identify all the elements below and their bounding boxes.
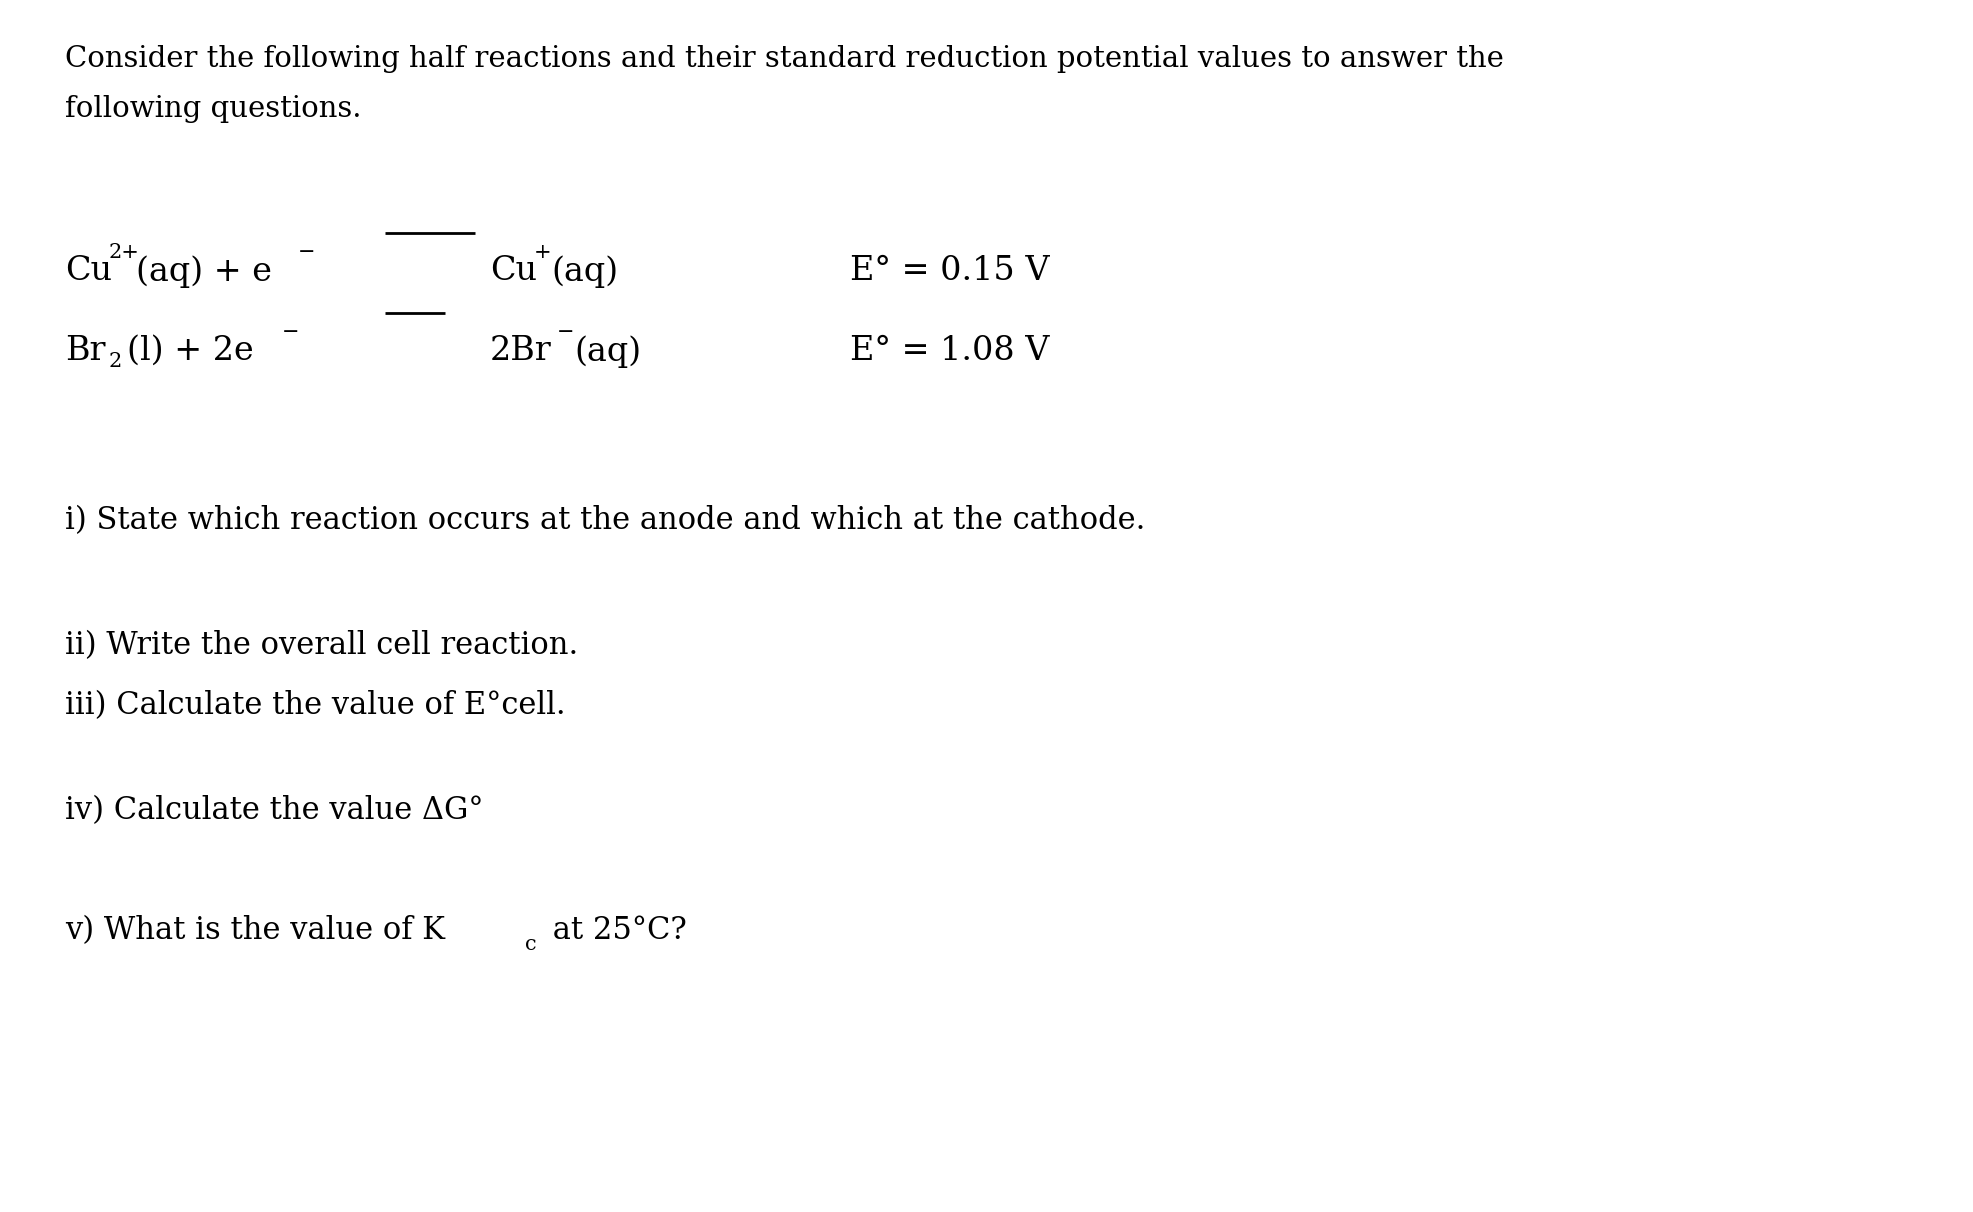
Text: (aq): (aq) — [550, 255, 618, 287]
Text: iv) Calculate the value ΔG°: iv) Calculate the value ΔG° — [65, 795, 483, 827]
Text: v) What is the value of K: v) What is the value of K — [65, 915, 444, 947]
Text: (l) + 2e: (l) + 2e — [126, 335, 255, 367]
Text: E° = 0.15 V: E° = 0.15 V — [850, 255, 1050, 287]
Text: −: − — [298, 242, 316, 262]
Text: i) State which reaction occurs at the anode and which at the cathode.: i) State which reaction occurs at the an… — [65, 505, 1144, 536]
Text: Consider the following half reactions and their standard reduction potential val: Consider the following half reactions an… — [65, 45, 1503, 73]
Text: at 25°C?: at 25°C? — [543, 915, 687, 947]
Text: 2+: 2+ — [109, 242, 140, 262]
Text: (aq): (aq) — [574, 335, 641, 367]
Text: E° = 1.08 V: E° = 1.08 V — [850, 335, 1050, 367]
Text: −: − — [556, 324, 574, 342]
Text: Br: Br — [65, 335, 105, 367]
Text: (aq) + e: (aq) + e — [136, 255, 272, 287]
Text: 2Br: 2Br — [489, 335, 552, 367]
Text: 2: 2 — [109, 351, 122, 371]
Text: ii) Write the overall cell reaction.: ii) Write the overall cell reaction. — [65, 630, 578, 661]
Text: following questions.: following questions. — [65, 95, 361, 122]
Text: +: + — [535, 242, 550, 262]
Text: Cu: Cu — [489, 255, 537, 287]
Text: c: c — [525, 934, 537, 954]
Text: Cu: Cu — [65, 255, 112, 287]
Text: −: − — [282, 324, 300, 342]
Text: iii) Calculate the value of E°cell.: iii) Calculate the value of E°cell. — [65, 690, 566, 721]
